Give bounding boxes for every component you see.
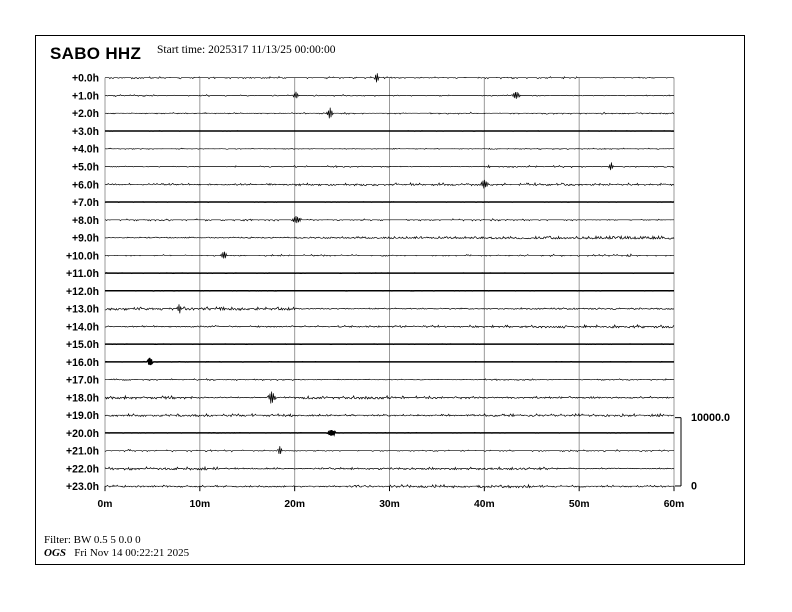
svg-text:60m: 60m <box>664 499 685 510</box>
svg-text:+22.0h: +22.0h <box>66 463 99 475</box>
svg-text:+18.0h: +18.0h <box>66 392 99 404</box>
svg-text:0: 0 <box>691 480 697 492</box>
svg-text:+0.0h: +0.0h <box>72 73 99 85</box>
svg-text:40m: 40m <box>474 499 495 510</box>
svg-text:+15.0h: +15.0h <box>66 339 99 351</box>
svg-text:+8.0h: +8.0h <box>72 215 99 227</box>
svg-text:+10.0h: +10.0h <box>66 250 99 262</box>
svg-text:+17.0h: +17.0h <box>66 375 99 387</box>
svg-text:+4.0h: +4.0h <box>72 144 99 156</box>
svg-text:+9.0h: +9.0h <box>72 233 99 245</box>
svg-text:+21.0h: +21.0h <box>66 446 99 458</box>
svg-text:+7.0h: +7.0h <box>72 197 99 209</box>
svg-text:30m: 30m <box>379 499 400 510</box>
svg-text:+20.0h: +20.0h <box>66 428 99 440</box>
svg-text:10000.0: 10000.0 <box>691 412 730 424</box>
svg-text:+3.0h: +3.0h <box>72 126 99 138</box>
svg-text:0m: 0m <box>98 499 113 510</box>
svg-text:+16.0h: +16.0h <box>66 357 99 369</box>
svg-text:+23.0h: +23.0h <box>66 481 99 493</box>
svg-text:+19.0h: +19.0h <box>66 410 99 422</box>
svg-text:+5.0h: +5.0h <box>72 162 99 174</box>
svg-text:+12.0h: +12.0h <box>66 286 99 298</box>
svg-text:+13.0h: +13.0h <box>66 304 99 316</box>
svg-text:20m: 20m <box>284 499 305 510</box>
svg-text:+11.0h: +11.0h <box>66 268 99 280</box>
svg-text:50m: 50m <box>569 499 590 510</box>
svg-text:+1.0h: +1.0h <box>72 90 99 102</box>
svg-text:+2.0h: +2.0h <box>72 108 99 120</box>
svg-text:+6.0h: +6.0h <box>72 179 99 191</box>
svg-text:+14.0h: +14.0h <box>66 321 99 333</box>
svg-text:10m: 10m <box>190 499 211 510</box>
